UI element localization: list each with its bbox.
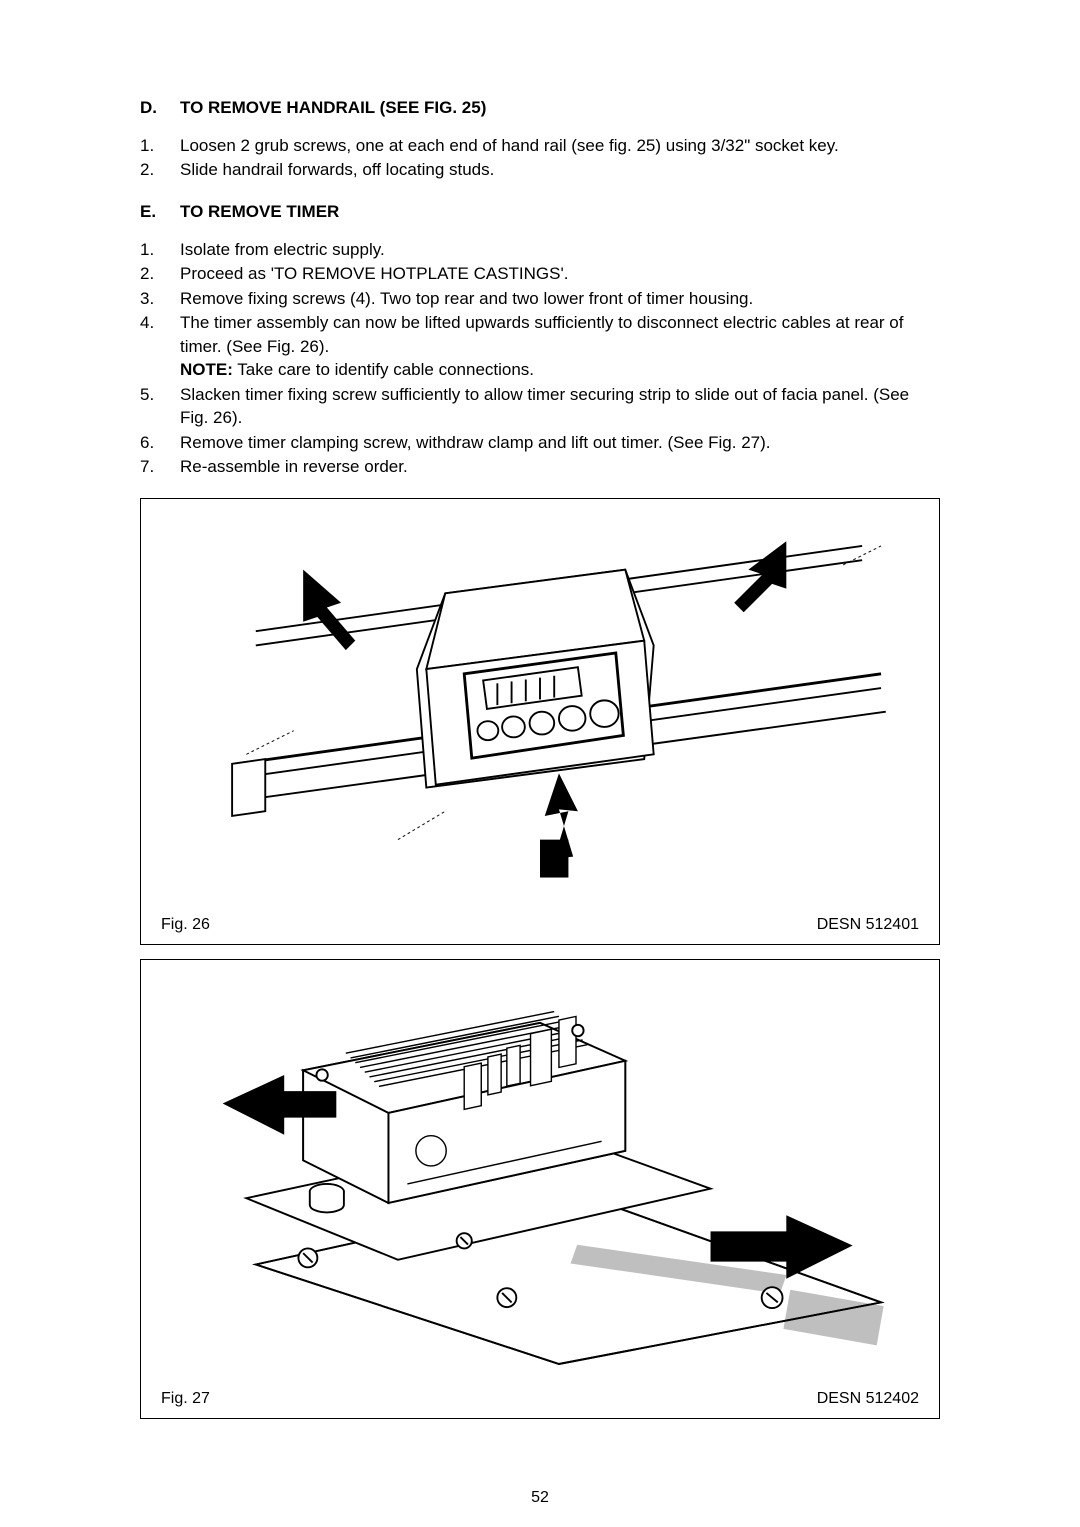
page-number: 52	[531, 1489, 549, 1507]
list-item: 6. Remove timer clamping screw, withdraw…	[140, 431, 940, 454]
item-text: Remove timer clamping screw, withdraw cl…	[180, 431, 940, 454]
section-e-letter: E.	[140, 202, 180, 222]
item-text: Slide handrail forwards, off locating st…	[180, 158, 940, 181]
note-label: NOTE:	[180, 360, 233, 379]
section-d-heading: D. TO REMOVE HANDRAIL (SEE FIG. 25)	[140, 98, 940, 118]
figure-26-box: Fig. 26 DESN 512401	[140, 498, 940, 945]
figure-27-labels: Fig. 27 DESN 512402	[161, 1390, 919, 1408]
list-item: 1. Loosen 2 grub screws, one at each end…	[140, 134, 940, 157]
section-d-letter: D.	[140, 98, 180, 118]
figure-27-code: DESN 512402	[817, 1390, 919, 1408]
section-e-title: TO REMOVE TIMER	[180, 202, 339, 222]
item-number: 5.	[140, 383, 180, 430]
figure-27-box: Fig. 27 DESN 512402	[140, 959, 940, 1419]
figure-26-illustration	[161, 509, 919, 904]
figure-27-illustration	[161, 970, 919, 1378]
item-number: 2.	[140, 262, 180, 285]
item-text: The timer assembly can now be lifted upw…	[180, 311, 940, 381]
item-number: 2.	[140, 158, 180, 181]
list-item: 2. Proceed as 'TO REMOVE HOTPLATE CASTIN…	[140, 262, 940, 285]
list-item: 5. Slacken timer fixing screw sufficient…	[140, 383, 940, 430]
item-text: Slacken timer fixing screw sufficiently …	[180, 383, 940, 430]
list-item: 7. Re-assemble in reverse order.	[140, 455, 940, 478]
item-text: Re-assemble in reverse order.	[180, 455, 940, 478]
item-number: 6.	[140, 431, 180, 454]
item-number: 1.	[140, 134, 180, 157]
section-d-list: 1. Loosen 2 grub screws, one at each end…	[140, 134, 940, 182]
section-e-list: 1. Isolate from electric supply. 2. Proc…	[140, 238, 940, 479]
item-number: 3.	[140, 287, 180, 310]
list-item: 4. The timer assembly can now be lifted …	[140, 311, 940, 381]
item-text: Loosen 2 grub screws, one at each end of…	[180, 134, 940, 157]
item-number: 1.	[140, 238, 180, 261]
figure-26-labels: Fig. 26 DESN 512401	[161, 916, 919, 934]
section-d-title: TO REMOVE HANDRAIL (SEE FIG. 25)	[180, 98, 486, 118]
note-text: Take care to identify cable connections.	[233, 360, 534, 379]
list-item: 1. Isolate from electric supply.	[140, 238, 940, 261]
list-item: 3. Remove fixing screws (4). Two top rea…	[140, 287, 940, 310]
figure-27-label: Fig. 27	[161, 1390, 210, 1408]
item-main-text: The timer assembly can now be lifted upw…	[180, 313, 903, 355]
item-text: Isolate from electric supply.	[180, 238, 940, 261]
item-text: Remove fixing screws (4). Two top rear a…	[180, 287, 940, 310]
item-text: Proceed as 'TO REMOVE HOTPLATE CASTINGS'…	[180, 262, 940, 285]
item-number: 4.	[140, 311, 180, 381]
figure-26-code: DESN 512401	[817, 916, 919, 934]
item-number: 7.	[140, 455, 180, 478]
section-e-heading: E. TO REMOVE TIMER	[140, 202, 940, 222]
list-item: 2. Slide handrail forwards, off locating…	[140, 158, 940, 181]
figure-26-label: Fig. 26	[161, 916, 210, 934]
